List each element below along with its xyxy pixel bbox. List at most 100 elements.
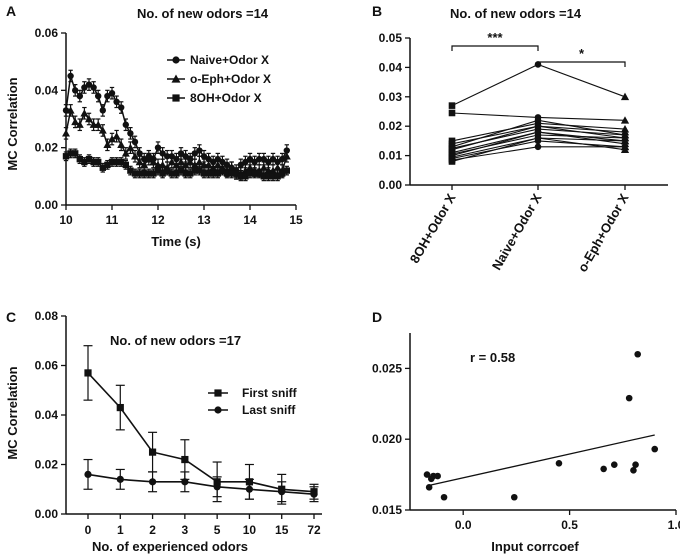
panel-d-fit-line — [426, 434, 655, 487]
panel-a-point — [126, 143, 135, 151]
panel-label-c: C — [6, 309, 16, 325]
panel-a-point — [99, 164, 106, 171]
panel-a-point — [219, 167, 226, 174]
panel-a-xtick-label: 12 — [151, 213, 165, 227]
panel-a-point — [237, 161, 244, 169]
panel-a-point — [204, 160, 213, 169]
panel-b-subject-line — [451, 63, 626, 107]
panel-a-point — [210, 170, 217, 177]
panel-a-point — [127, 167, 134, 174]
panel-a-legend-marker — [172, 94, 180, 102]
panel-d-point — [634, 350, 641, 358]
panel-a-point — [144, 155, 153, 163]
panel-a-point — [228, 170, 235, 177]
panel-a-legend-label: o-Eph+Odor X — [190, 72, 271, 86]
panel-b-point — [448, 158, 456, 165]
panel-d-ytick-label: 0.020 — [372, 432, 402, 446]
panel-c-xlabel: No. of experienced odors — [92, 539, 248, 554]
panel-c-point — [116, 475, 124, 483]
panel-a-legend-marker — [172, 56, 180, 64]
panel-b-point — [448, 102, 456, 109]
panel-c-xtick-label: 5 — [214, 523, 221, 537]
panel-d-annotation: r = 0.58 — [470, 350, 515, 365]
panel-a-point — [205, 170, 212, 177]
panel-a-point — [265, 158, 272, 166]
panel-c-ytick-label: 0.08 — [35, 309, 59, 323]
panel-a-point — [131, 138, 139, 146]
panel-a-point — [72, 150, 79, 157]
panel-b-point — [620, 92, 630, 101]
panel-c-xtick-label: 3 — [182, 523, 189, 537]
panel-a-point — [122, 161, 129, 169]
panel-a-point — [103, 140, 112, 148]
panel-c-xtick-label: 2 — [149, 523, 156, 537]
panel-a-legend-label: Naive+Odor X — [190, 53, 269, 67]
panel-c-ytick-label: 0.00 — [35, 507, 59, 521]
panel-c-ytick-label: 0.02 — [35, 458, 59, 472]
panel-a-xtick-label: 10 — [59, 213, 73, 227]
panel-a-point — [158, 160, 167, 169]
panel-a-point — [233, 170, 240, 177]
panel-a-point — [141, 170, 148, 177]
panel-a-legend-marker — [171, 74, 181, 83]
panel-c-xtick-label: 10 — [243, 523, 257, 537]
panel-a-point — [195, 158, 204, 166]
panel-d-point — [440, 493, 448, 501]
panel-a-point — [117, 140, 126, 148]
panel-d-point — [600, 465, 607, 473]
panel-b-significance-bracket — [451, 45, 539, 51]
panel-a-ytick-label: 0.04 — [35, 83, 59, 97]
panel-c-point — [278, 488, 286, 496]
panel-a-point — [279, 155, 286, 163]
panel-a-point — [159, 150, 166, 157]
panel-b-ytick-label: 0.05 — [379, 31, 403, 45]
panel-a-point — [140, 160, 149, 169]
panel-c-point — [245, 485, 254, 493]
panel-b-point — [620, 116, 630, 124]
panel-a-point — [177, 158, 185, 166]
panel-a-point — [159, 170, 166, 177]
panel-b-point — [534, 128, 542, 136]
panel-a-point — [104, 161, 111, 169]
panel-b-significance-bracket — [537, 61, 626, 67]
panel-a-point — [113, 158, 120, 166]
panel-a-point — [67, 72, 74, 80]
panel-c-point — [84, 470, 92, 478]
panel-c-point — [213, 483, 221, 491]
panel-b-ytick-label: 0.03 — [379, 90, 403, 104]
panel-a-xlabel: Time (s) — [151, 234, 201, 249]
panel-a-point — [62, 129, 70, 137]
panel-a-ytick-label: 0.06 — [35, 26, 59, 40]
panel-a-point — [164, 167, 171, 174]
panel-a-point — [113, 98, 120, 106]
panel-c-legend-marker — [214, 406, 222, 414]
panel-b-ytick-label: 0.00 — [379, 178, 403, 192]
panel-a-point — [80, 109, 89, 117]
panel-d-point — [630, 467, 637, 474]
panel-a-point — [223, 170, 231, 177]
panel-c-series-line-0 — [87, 372, 315, 493]
panel-a-point — [66, 106, 75, 114]
panel-b-category-label: Naive+Odor X — [489, 191, 545, 273]
panel-a-point — [242, 158, 249, 166]
panel-d-point — [555, 459, 563, 467]
panel-a-point — [118, 104, 125, 111]
panel-label-a: A — [6, 3, 16, 19]
panel-a-point — [94, 120, 103, 128]
panel-d-ytick-label: 0.015 — [372, 503, 402, 517]
panel-c-xtick-label: 15 — [275, 523, 289, 537]
panel-a-point — [154, 144, 162, 151]
panel-b-point — [534, 117, 542, 124]
panel-label-b: B — [372, 3, 382, 19]
panel-b-category-label: 8OH+Odor X — [407, 191, 459, 266]
panel-a-point — [186, 158, 195, 166]
panel-a-point — [127, 130, 134, 137]
panel-a-point — [265, 173, 272, 180]
panel-a-point — [108, 90, 116, 97]
panel-b-significance-label: * — [579, 46, 585, 61]
panel-a-point — [90, 158, 97, 166]
panel-a-point — [85, 155, 93, 163]
panel-b-significance-label: *** — [487, 30, 503, 45]
panel-a-title: No. of new odors =14 — [137, 6, 269, 21]
panel-b-point — [534, 134, 542, 142]
